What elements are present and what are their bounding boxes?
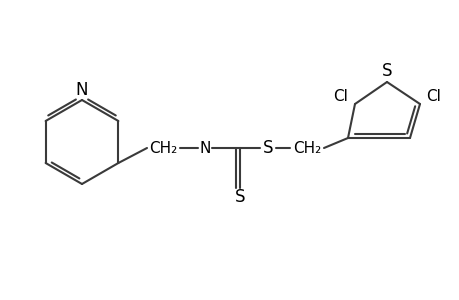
Text: Cl: Cl <box>425 88 441 104</box>
Text: CH₂: CH₂ <box>149 140 177 155</box>
Text: CH₂: CH₂ <box>292 140 320 155</box>
Text: S: S <box>262 139 273 157</box>
Text: N: N <box>199 140 210 155</box>
Text: S: S <box>381 62 392 80</box>
Text: S: S <box>234 188 245 206</box>
Text: Cl: Cl <box>333 88 347 104</box>
Text: N: N <box>76 81 88 99</box>
